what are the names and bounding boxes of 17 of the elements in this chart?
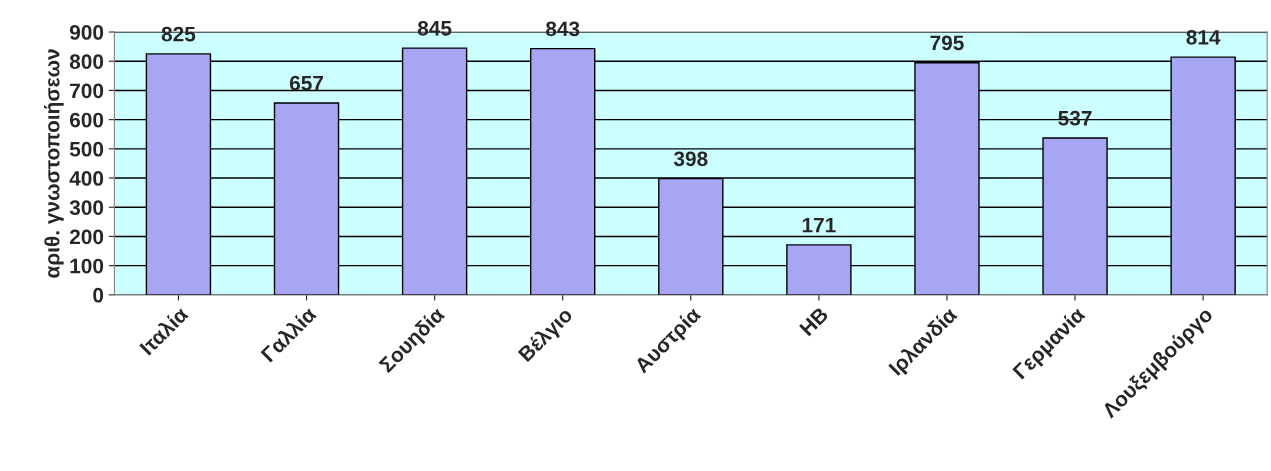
y-axis-title: αριθ. γνωστοποιήσεων bbox=[44, 49, 64, 278]
x-tick-label: ΗΒ bbox=[799, 306, 829, 337]
y-tick-label: 200 bbox=[69, 229, 104, 245]
y-tick-label: 900 bbox=[69, 25, 104, 40]
data-label: 795 bbox=[930, 35, 964, 51]
y-tick-label: 100 bbox=[70, 258, 104, 274]
data-label: 171 bbox=[802, 217, 836, 233]
y-tick-label: 0 bbox=[93, 287, 104, 303]
y-tick-label: 300 bbox=[69, 200, 104, 216]
y-tick-label: 700 bbox=[70, 83, 104, 99]
y-tick-label: 600 bbox=[69, 112, 104, 128]
data-label: 814 bbox=[1186, 29, 1221, 45]
data-label: 398 bbox=[673, 151, 708, 167]
data-label: 657 bbox=[289, 75, 323, 91]
y-tick-label: 500 bbox=[69, 141, 104, 157]
y-tick-label: 400 bbox=[69, 171, 104, 186]
y-tick-label: 800 bbox=[69, 54, 104, 69]
